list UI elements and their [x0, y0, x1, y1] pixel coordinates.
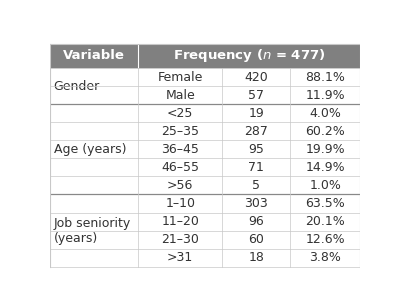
- Text: 11–20: 11–20: [161, 215, 199, 228]
- Text: 19: 19: [248, 107, 264, 120]
- Text: >31: >31: [167, 251, 193, 264]
- Bar: [50, 86, 360, 104]
- Text: 96: 96: [248, 215, 264, 228]
- Bar: [50, 104, 360, 122]
- Text: 14.9%: 14.9%: [305, 161, 345, 174]
- Text: 25–35: 25–35: [161, 125, 199, 138]
- Text: 3.8%: 3.8%: [309, 251, 341, 264]
- Text: 1–10: 1–10: [165, 197, 195, 210]
- Text: 11.9%: 11.9%: [305, 89, 345, 102]
- Text: 60.2%: 60.2%: [305, 125, 345, 138]
- Text: 12.6%: 12.6%: [305, 233, 345, 246]
- Text: Job seniority
(years): Job seniority (years): [54, 217, 131, 245]
- Bar: [50, 213, 360, 231]
- Text: Male: Male: [165, 89, 195, 102]
- Text: Age (years): Age (years): [54, 143, 126, 156]
- Text: Female: Female: [158, 70, 203, 84]
- Text: Frequency ($\it{n}$ = 477): Frequency ($\it{n}$ = 477): [173, 47, 326, 64]
- Bar: [50, 44, 360, 68]
- Text: 63.5%: 63.5%: [305, 197, 345, 210]
- Text: 303: 303: [244, 197, 268, 210]
- Text: 60: 60: [248, 233, 264, 246]
- Text: <25: <25: [167, 107, 193, 120]
- Text: 287: 287: [244, 125, 268, 138]
- Bar: [50, 231, 360, 249]
- Text: 46–55: 46–55: [161, 161, 199, 174]
- Bar: [50, 140, 360, 158]
- Text: Variable: Variable: [63, 49, 125, 62]
- Text: 420: 420: [244, 70, 268, 84]
- Bar: [50, 176, 360, 195]
- Text: 71: 71: [248, 161, 264, 174]
- Text: 57: 57: [248, 89, 264, 102]
- Text: 36–45: 36–45: [161, 143, 199, 156]
- Text: >56: >56: [167, 179, 193, 192]
- Bar: [50, 158, 360, 176]
- Text: 4.0%: 4.0%: [309, 107, 341, 120]
- Text: 95: 95: [248, 143, 264, 156]
- Bar: [50, 195, 360, 213]
- Text: 88.1%: 88.1%: [305, 70, 345, 84]
- Text: 5: 5: [252, 179, 260, 192]
- Text: 20.1%: 20.1%: [305, 215, 345, 228]
- Bar: [50, 249, 360, 267]
- Text: 21–30: 21–30: [161, 233, 199, 246]
- Text: 18: 18: [248, 251, 264, 264]
- Text: 19.9%: 19.9%: [305, 143, 345, 156]
- Text: Gender: Gender: [54, 80, 100, 93]
- Text: 1.0%: 1.0%: [309, 179, 341, 192]
- Bar: [50, 68, 360, 86]
- Bar: [50, 122, 360, 140]
